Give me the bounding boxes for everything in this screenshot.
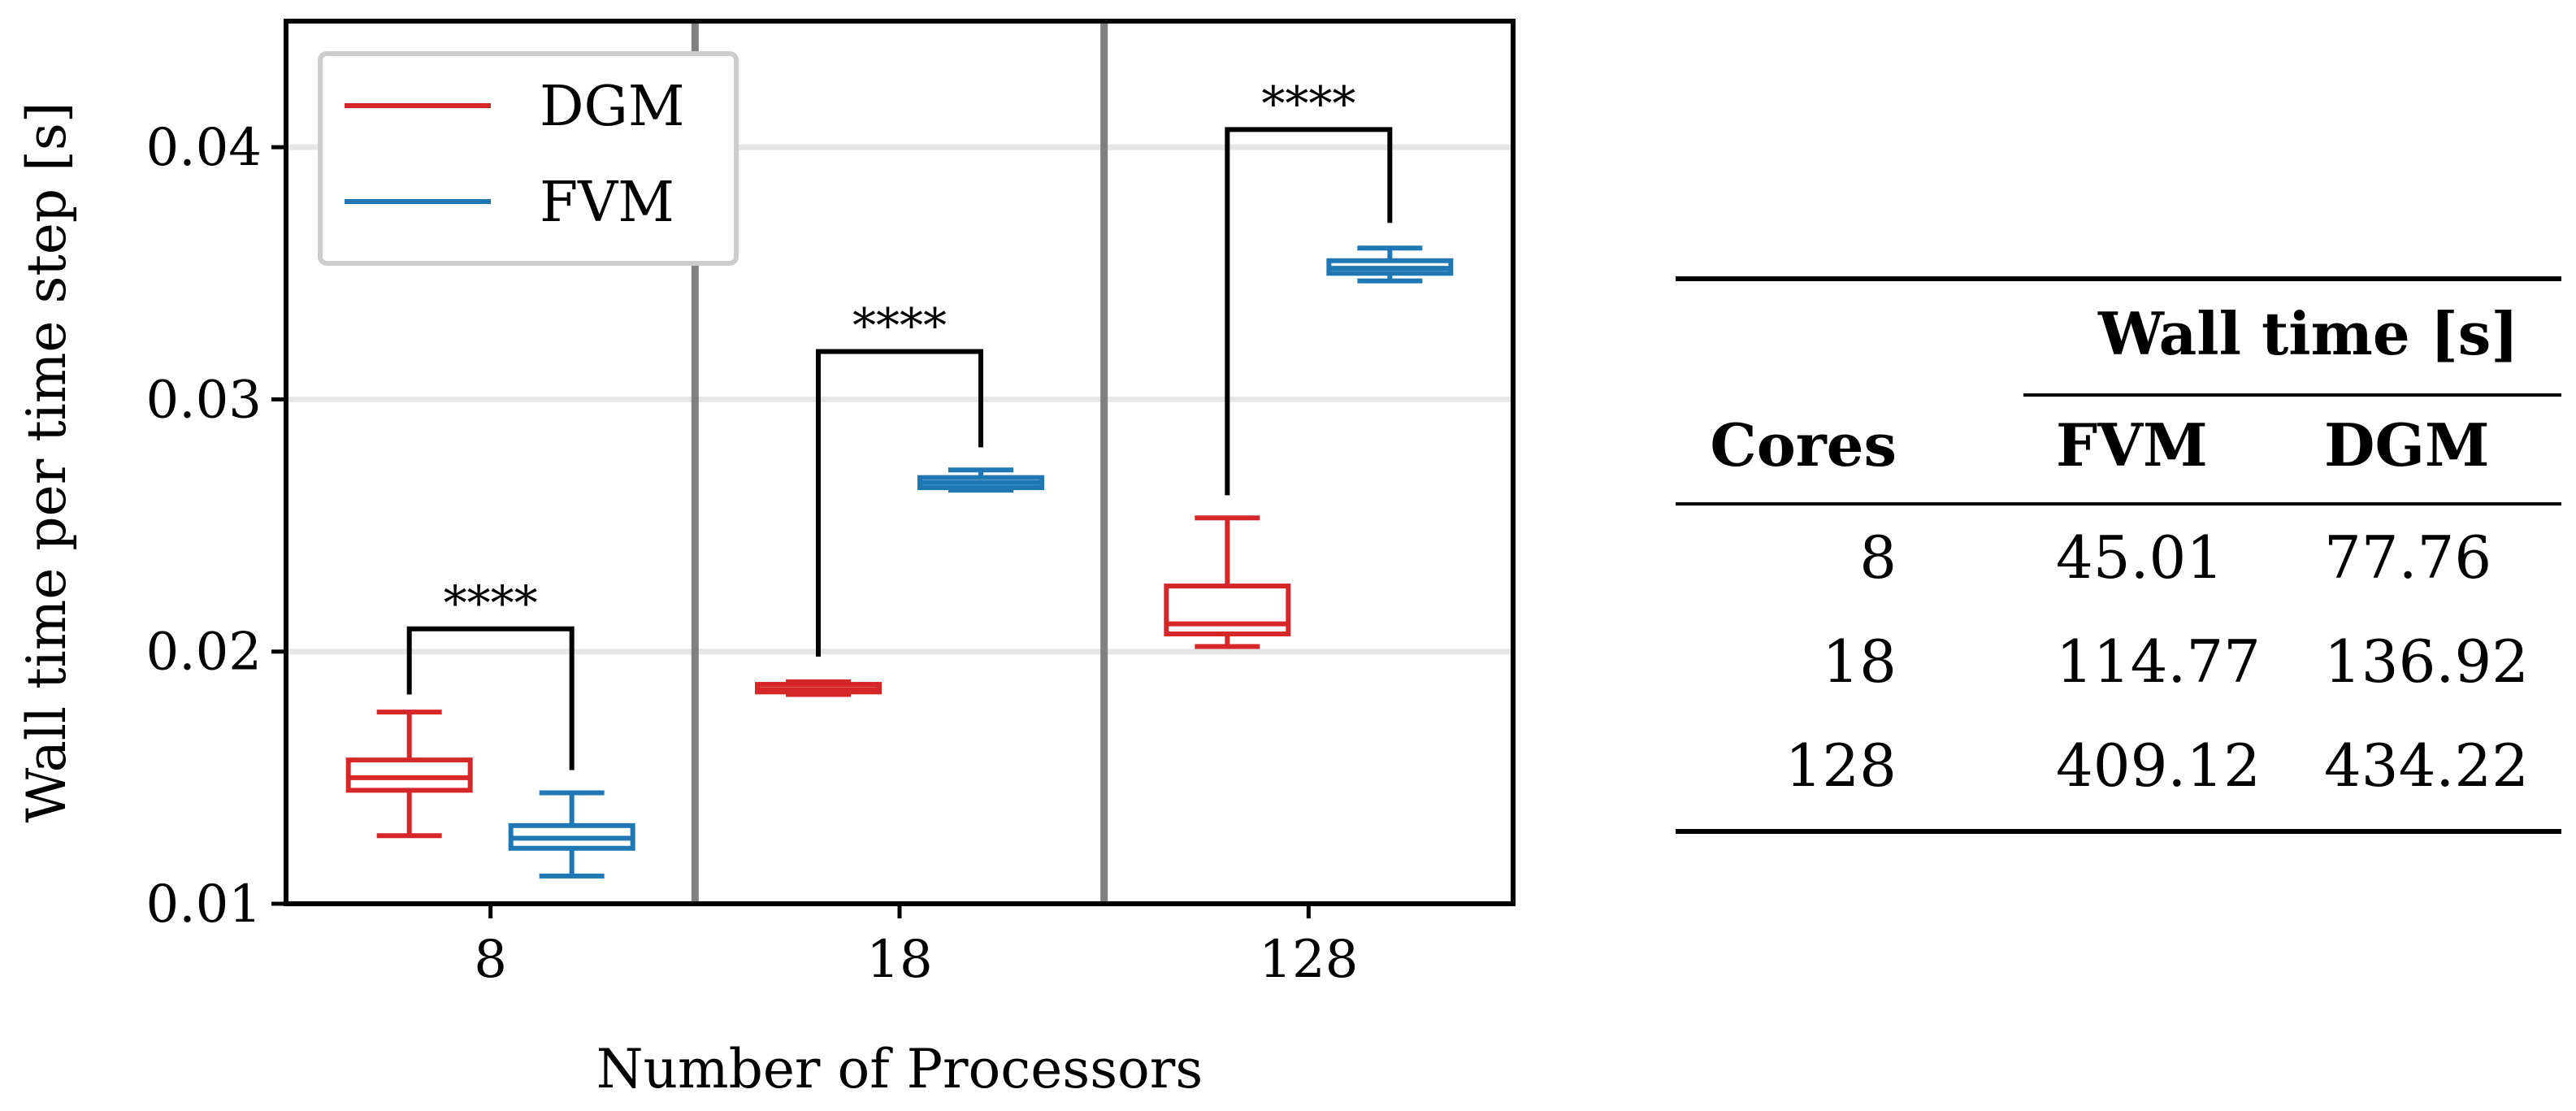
legend: DGM FVM bbox=[318, 51, 739, 266]
x-tick-label: 8 bbox=[474, 930, 507, 990]
header-fvm: FVM bbox=[2056, 410, 2208, 480]
significance-label: **** bbox=[852, 297, 947, 353]
box-dgm-128 bbox=[1164, 515, 1291, 649]
legend-label-fvm: FVM bbox=[540, 171, 674, 235]
table-cell-cores: 8 bbox=[1859, 523, 1897, 592]
iqr-box bbox=[1164, 584, 1291, 636]
axis-ticks: 0.01 0.02 0.03 0.04 8 18 128 bbox=[146, 118, 1359, 990]
table-cell-fvm: 409.12 bbox=[2056, 731, 2261, 800]
series-dgm bbox=[345, 515, 1291, 839]
x-tick-label: 18 bbox=[866, 930, 932, 990]
significance-bracket bbox=[1225, 127, 1393, 496]
table-cell-fvm: 45.01 bbox=[2056, 523, 2224, 592]
box-dgm-8 bbox=[345, 710, 473, 839]
group-header-rule bbox=[2023, 393, 2561, 397]
table-cell-dgm: 77.76 bbox=[2324, 523, 2492, 592]
iqr-box bbox=[345, 757, 473, 793]
box-plot-chart: **** **** **** 0.01 0.02 0.03 0.04 8 18 128 DGM F… bbox=[15, 19, 1516, 1100]
significance-label: **** bbox=[444, 575, 538, 631]
significance-bracket bbox=[816, 349, 983, 657]
table-cell-cores: 128 bbox=[1785, 731, 1897, 800]
y-tick-label: 0.02 bbox=[146, 623, 262, 683]
header-cores: Cores bbox=[1710, 410, 1897, 480]
x-tick-label: 128 bbox=[1259, 930, 1358, 990]
y-tick-label: 0.03 bbox=[146, 370, 262, 430]
table-cell-cores: 18 bbox=[1822, 627, 1897, 696]
y-tick-label: 0.01 bbox=[146, 874, 262, 935]
y-tick-label: 0.04 bbox=[146, 118, 262, 178]
table-top-rule bbox=[1676, 276, 2561, 281]
significance-bracket bbox=[406, 626, 575, 770]
table-cell-dgm: 136.92 bbox=[2324, 627, 2529, 696]
x-axis-label: Number of Processors bbox=[596, 1038, 1203, 1100]
box-fvm-18 bbox=[917, 467, 1044, 493]
box-series bbox=[345, 245, 1454, 879]
table-cell-dgm: 434.22 bbox=[2324, 731, 2529, 800]
table-cell-fvm: 114.77 bbox=[2056, 627, 2261, 696]
box-dgm-18 bbox=[755, 679, 882, 697]
header-rule bbox=[1676, 502, 2561, 506]
group-header: Wall time [s] bbox=[2098, 299, 2519, 368]
legend-label-dgm: DGM bbox=[540, 75, 684, 139]
significance-annotations: **** **** **** bbox=[406, 76, 1393, 770]
significance-label: **** bbox=[1261, 76, 1355, 131]
header-dgm: DGM bbox=[2324, 410, 2490, 480]
box-fvm-8 bbox=[508, 790, 635, 879]
table-bottom-rule bbox=[1676, 829, 2561, 834]
group-separators bbox=[691, 21, 1108, 904]
box-fvm-128 bbox=[1326, 245, 1454, 284]
y-axis-label: Wall time per time step [s] bbox=[15, 102, 78, 822]
series-fvm bbox=[508, 245, 1454, 879]
